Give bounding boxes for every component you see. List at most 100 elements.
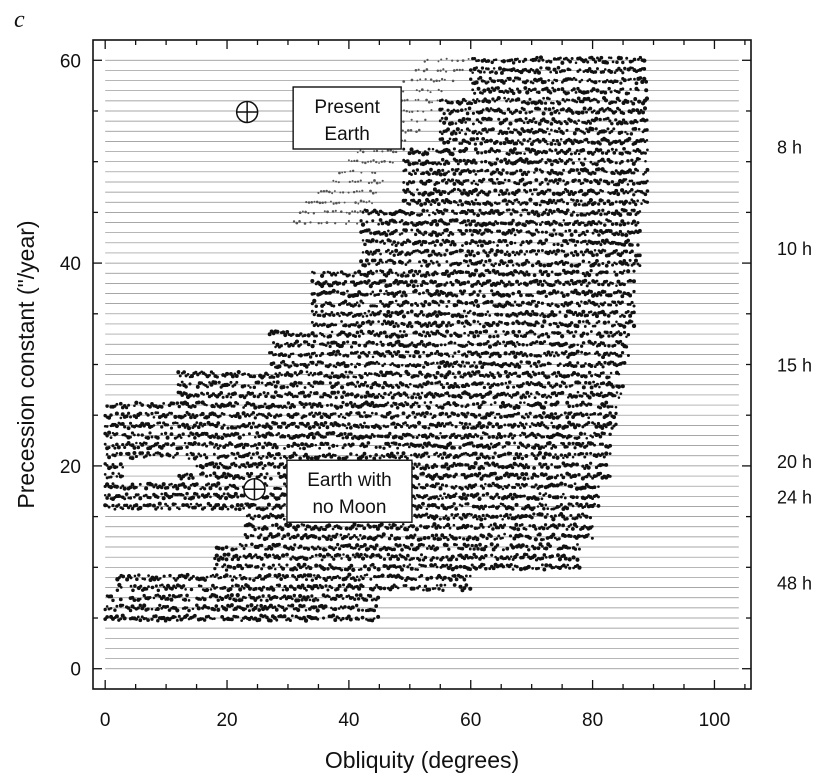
chaos-point [186, 372, 190, 376]
chaos-point [327, 446, 331, 450]
chaos-point [226, 552, 231, 557]
chaos-point [409, 542, 414, 547]
chaos-point [555, 374, 558, 378]
chaos-point [460, 517, 464, 521]
chaos-point [269, 442, 273, 446]
chaos-point [310, 594, 314, 598]
chaos-point [497, 505, 501, 508]
chaos-point [395, 414, 400, 418]
chaos-point [401, 411, 406, 416]
chaos-point [584, 362, 587, 365]
chaos-point [329, 403, 334, 407]
chaos-point [359, 575, 363, 578]
chaos-point [400, 567, 404, 572]
chaos-point [583, 505, 587, 508]
chaos-point [121, 574, 126, 579]
chaos-point [421, 513, 425, 517]
chaos-point [345, 426, 349, 430]
chaos-point [298, 447, 302, 450]
chaos-point [128, 608, 133, 613]
chaos-point [175, 608, 180, 613]
chaos-point [489, 422, 493, 425]
chaos-point [216, 607, 221, 612]
chaos-point [601, 381, 606, 385]
chaos-point [486, 433, 489, 436]
chaos-point [473, 361, 476, 364]
chaos-point [154, 507, 158, 511]
chaos-point [126, 506, 131, 510]
chaos-point [555, 400, 560, 405]
chaos-point [511, 568, 515, 571]
chaos-point [205, 575, 209, 579]
chaos-point [343, 605, 347, 609]
chaos-point [533, 537, 538, 542]
chaos-point [470, 563, 474, 567]
chaos-point [259, 556, 264, 561]
chaos-point [309, 371, 313, 375]
chaos-point [390, 404, 394, 408]
chaos-point [230, 474, 234, 477]
fringe-point [419, 78, 422, 81]
chaos-point [155, 606, 160, 612]
chaos-point [272, 375, 276, 379]
chaos-point [520, 456, 525, 461]
chaos-point [248, 593, 251, 597]
chaos-point [328, 395, 332, 399]
chaos-point [118, 451, 123, 456]
chaos-point [259, 456, 263, 460]
chaos-point [230, 617, 234, 622]
chaos-point [121, 603, 125, 607]
chaos-point [129, 576, 133, 580]
chaos-point [117, 472, 121, 475]
fringe-point [305, 200, 308, 204]
chaos-point [208, 373, 211, 377]
chaos-point [294, 453, 298, 457]
fringe-point [347, 191, 350, 194]
chaos-point [528, 425, 532, 429]
chaos-point [394, 425, 398, 429]
chaos-point [432, 536, 437, 541]
chaos-point [568, 546, 572, 550]
chaos-point [324, 435, 327, 439]
chaos-point [573, 446, 577, 450]
chaos-point [293, 575, 297, 579]
chaos-point [192, 440, 197, 446]
chaos-point [118, 462, 123, 467]
chaos-point [311, 435, 316, 440]
chaos-point [327, 534, 331, 538]
chaos-point [188, 382, 192, 386]
fringe-point [331, 192, 334, 195]
chaos-point [383, 391, 387, 396]
chaos-point [544, 462, 548, 466]
chaos-point [109, 436, 113, 440]
chaos-point [543, 385, 547, 389]
chaos-point [271, 361, 276, 365]
chaos-point [216, 503, 221, 507]
chaos-point [202, 618, 207, 622]
chaos-point [546, 507, 550, 511]
chaos-point [222, 552, 227, 557]
chaos-point [580, 394, 584, 398]
chaos-point [450, 504, 454, 508]
chaos-point [365, 384, 370, 388]
chaos-point [458, 446, 462, 450]
chaos-point [510, 396, 514, 399]
chaos-point [473, 514, 478, 519]
chaos-point [399, 436, 404, 441]
chaos-point [170, 482, 173, 486]
chaos-point [470, 513, 473, 517]
chaos-point [481, 381, 484, 385]
fringe-point [430, 109, 433, 112]
chaos-point [232, 575, 236, 579]
chaos-point [401, 451, 406, 456]
chaos-point [444, 484, 449, 488]
chaos-point [247, 586, 253, 591]
chaos-point [314, 597, 317, 600]
chaos-point [332, 534, 338, 539]
chaos-point [435, 451, 439, 455]
chaos-point [226, 507, 230, 511]
chaos-point [336, 381, 340, 385]
chaos-point [398, 373, 403, 378]
chaos-point [311, 424, 316, 429]
chaos-point [433, 587, 437, 590]
